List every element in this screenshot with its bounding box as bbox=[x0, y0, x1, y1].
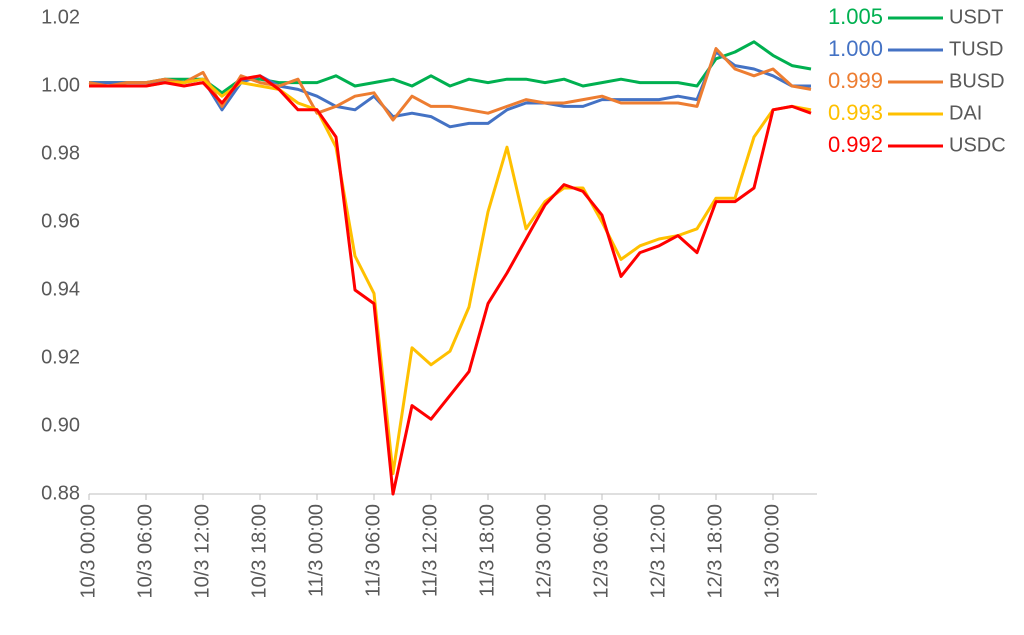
y-tick-label: 0.94 bbox=[41, 278, 80, 300]
legend-label: DAI bbox=[949, 102, 982, 124]
y-tick-label: 1.00 bbox=[41, 74, 80, 96]
y-tick-label: 0.92 bbox=[41, 346, 80, 368]
x-tick-label: 10/3 18:00 bbox=[248, 504, 270, 599]
y-tick-label: 0.96 bbox=[41, 210, 80, 232]
x-tick-label: 11/3 18:00 bbox=[476, 504, 498, 597]
series-line bbox=[89, 74, 812, 496]
end-value-label: 0.992 bbox=[828, 132, 883, 157]
x-tick-label: 11/3 12:00 bbox=[419, 504, 441, 597]
x-tick-label: 12/3 12:00 bbox=[647, 504, 669, 599]
x-tick-label: 13/3 00:00 bbox=[761, 504, 783, 599]
x-tick-label: 12/3 18:00 bbox=[704, 504, 726, 599]
legend-label: TUSD bbox=[949, 38, 1003, 60]
end-value-label: 0.999 bbox=[828, 68, 883, 93]
end-value-label: 0.993 bbox=[828, 100, 883, 125]
x-tick-label: 12/3 00:00 bbox=[533, 504, 555, 599]
x-tick-label: 10/3 00:00 bbox=[77, 504, 99, 599]
x-tick-label: 12/3 06:00 bbox=[590, 504, 612, 599]
legend-label: BUSD bbox=[949, 70, 1005, 92]
legend-label: USDC bbox=[949, 134, 1006, 156]
x-tick-label: 10/3 12:00 bbox=[191, 504, 213, 599]
end-value-label: 1.000 bbox=[828, 36, 883, 61]
x-tick-label: 11/3 00:00 bbox=[305, 504, 327, 597]
x-tick-label: 10/3 06:00 bbox=[134, 504, 156, 599]
y-tick-label: 1.02 bbox=[41, 6, 80, 28]
y-tick-label: 0.88 bbox=[41, 482, 80, 504]
y-tick-label: 0.98 bbox=[41, 142, 80, 164]
y-tick-label: 0.90 bbox=[41, 414, 80, 436]
legend-label: USDT bbox=[949, 6, 1003, 28]
series-line bbox=[89, 77, 812, 476]
x-tick-label: 11/3 06:00 bbox=[362, 504, 384, 597]
end-value-label: 1.005 bbox=[828, 4, 883, 29]
